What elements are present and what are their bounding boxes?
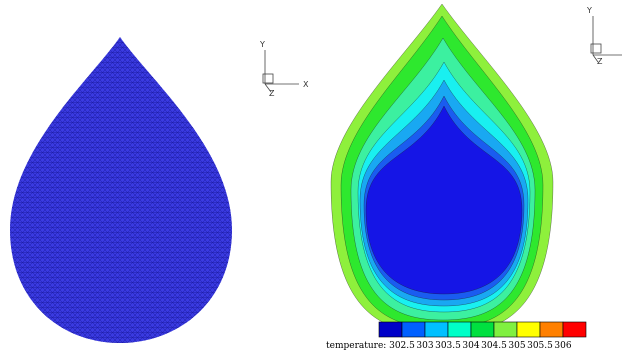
legend-color-swatch [539, 321, 564, 338]
legend-tick-label: 306 [554, 341, 571, 351]
legend-tick-label: 305.5 [527, 341, 553, 351]
legend-color-swatch [378, 321, 403, 338]
temperature-contour-panel [330, 3, 554, 335]
legend-color-swatch [493, 321, 518, 338]
mesh-triangulation [10, 37, 232, 343]
legend-tick-label: 303.5 [435, 341, 461, 351]
axes-triad-right [590, 16, 622, 63]
z-axis-line [264, 83, 272, 93]
legend-color-swatch [562, 321, 587, 338]
axes-triad-left [262, 50, 299, 93]
contour-band [365, 105, 523, 295]
legend-color-swatch [401, 321, 426, 338]
temperature-legend: temperature: 302.5 303 303.5 304 304.5 305 305… [326, 321, 587, 351]
legend-colorbar [378, 321, 587, 338]
legend-tick-label: 305 [508, 341, 525, 351]
legend-color-swatch [447, 321, 472, 338]
legend-color-swatch [470, 321, 495, 338]
legend-tick-label: 302.5 [389, 341, 415, 351]
mesh-panel [10, 37, 232, 343]
x-axis-label: X [303, 80, 309, 89]
legend-title: temperature: [326, 341, 386, 351]
y-axis-label: Y [259, 40, 265, 49]
z-axis-label-right: Z [597, 57, 603, 66]
z-axis-line-right [592, 54, 599, 63]
legend-tick-label: 304 [462, 341, 479, 351]
z-axis-label: Z [269, 89, 275, 98]
legend-tick-label: 304.5 [481, 341, 507, 351]
legend-color-swatch [424, 321, 449, 338]
axes-cube-right [590, 43, 602, 54]
axes-cube [262, 73, 274, 84]
legend-color-swatch [516, 321, 541, 338]
y-axis-label-right: Y [586, 6, 592, 15]
legend-tick-labels: 302.5 303 303.5 304 304.5 305 305.5 306 [389, 341, 572, 351]
legend-tick-label: 303 [416, 341, 433, 351]
